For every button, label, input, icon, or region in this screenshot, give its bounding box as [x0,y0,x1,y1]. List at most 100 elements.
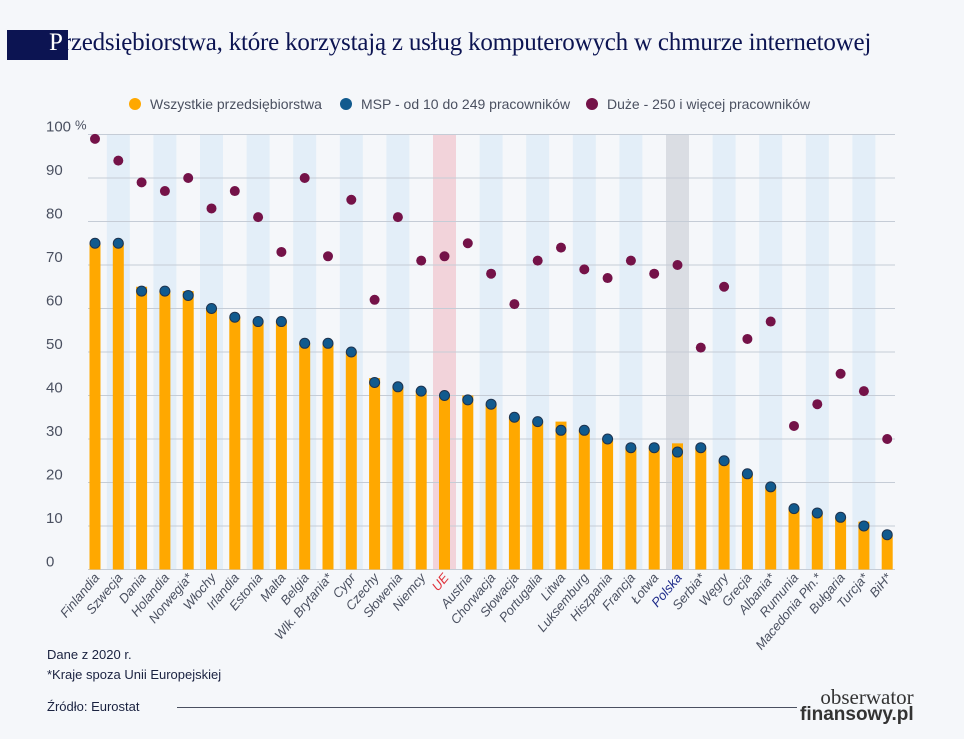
large-enterprise-point [556,242,566,253]
bar [159,291,171,570]
bar [881,534,893,570]
bar [672,443,683,570]
y-tick-label: 10 [46,510,63,527]
large-enterprise-point [416,255,427,266]
msp-point [322,337,334,349]
legend-marker [129,98,141,110]
msp-point [206,303,217,314]
large-enterprise-point [532,255,543,266]
msp-point [672,446,683,458]
bar [439,395,450,570]
large-enterprise-point [462,238,473,249]
large-enterprise-point [136,177,147,188]
msp-point [578,424,590,436]
msp-point [415,385,427,397]
bar [229,317,241,570]
large-enterprise-point [742,333,753,344]
bar [206,308,217,570]
footer-divider [177,707,797,708]
bar [625,447,637,570]
non-eu-note: *Kraje spoza Unii Europejskiej [47,667,222,682]
y-tick-label: 30 [46,423,63,440]
msp-point [555,424,567,436]
large-enterprise-point [649,268,660,279]
msp-point [485,398,497,410]
logo-line2: finansowy.pl [800,704,914,725]
legend-marker [586,98,598,110]
bar [322,343,334,570]
logo-line1: obserwator [820,685,914,709]
msp-point [602,433,614,445]
bar [858,521,870,570]
large-enterprise-point [812,399,823,410]
bar [532,421,544,570]
msp-point [625,442,637,454]
bar [136,286,148,570]
large-enterprise-point [253,212,264,223]
bar [741,473,753,570]
bar [811,512,823,570]
bar [648,447,660,570]
msp-point [741,468,753,480]
msp-point [275,316,287,328]
large-enterprise-point [765,316,776,327]
data-year-note: Dane z 2020 r. [47,647,132,662]
bar [485,404,497,570]
legend-label: Duże - 250 i więcej pracowników [607,96,811,112]
chart-title: Przedsiębiorstwa, które korzystają z usł… [49,29,871,57]
large-enterprise-point [229,186,240,197]
msp-point [136,285,148,297]
msp-point [112,237,124,249]
msp-point [345,346,357,358]
title-accent-block [7,30,68,60]
legend-marker [340,98,352,110]
large-enterprise-point [369,294,380,305]
y-unit-label: % [75,118,87,133]
bar [462,395,474,570]
large-enterprise-point [346,194,357,205]
large-enterprise-point [579,264,590,275]
bar [299,343,311,570]
large-enterprise-point [113,155,124,166]
y-tick-label: 100 [46,119,71,136]
y-tick-label: 50 [46,336,63,353]
large-enterprise-point [90,133,100,144]
bar [578,430,590,570]
bar [392,386,404,570]
large-enterprise-point [672,260,683,270]
bar [112,243,124,570]
msp-point [788,503,800,515]
msp-point [858,520,870,532]
title-text: rzedsiębiorstwa, które korzystają z usłu… [62,29,872,56]
y-tick-label: 0 [46,554,54,571]
large-enterprise-point [882,434,893,444]
large-enterprise-point [719,281,730,292]
bar [275,321,287,570]
bar [369,378,381,570]
msp-point [765,481,777,493]
logo: obserwator finansowy.pl [800,685,914,725]
bar [835,517,847,570]
large-enterprise-point [183,173,194,183]
bar [602,439,614,570]
y-tick-label: 20 [46,467,63,484]
large-enterprise-point [439,251,450,262]
bar [252,321,264,570]
legend-label: MSP - od 10 do 249 pracowników [361,96,571,112]
msp-point [695,442,707,454]
msp-point [532,416,544,428]
bar [508,417,520,570]
large-enterprise-point [276,246,287,257]
msp-point [229,311,241,323]
large-enterprise-point [486,268,497,279]
msp-point [811,507,823,519]
large-enterprise-point [835,368,846,379]
msp-point [369,376,381,388]
msp-point [718,455,730,467]
bar [718,460,730,570]
large-enterprise-point [858,386,869,397]
y-tick-label: 90 [46,162,63,179]
bar [555,421,567,570]
source-note: Źródło: Eurostat [47,699,140,714]
